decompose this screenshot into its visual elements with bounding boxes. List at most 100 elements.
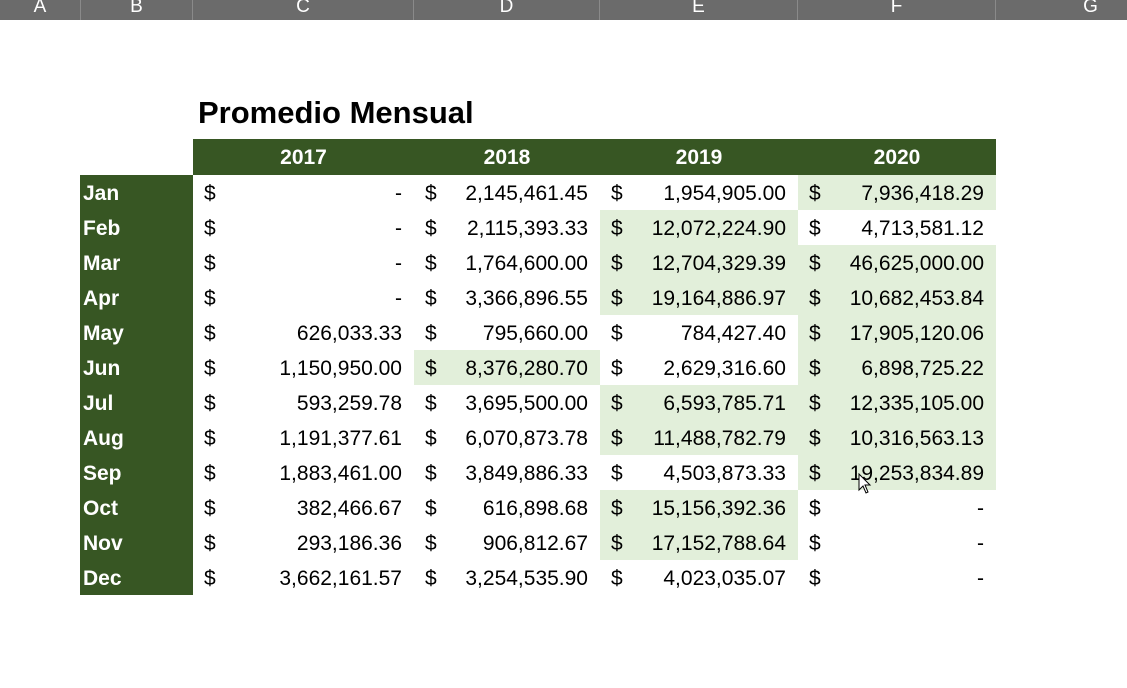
column-header-g[interactable]: G	[1083, 0, 1098, 17]
currency-symbol: $	[425, 497, 437, 520]
value-cell-2019[interactable]: $4,023,035.07	[600, 560, 798, 595]
amount-value: 1,764,600.00	[465, 252, 588, 275]
column-header-c[interactable]: C	[193, 0, 414, 20]
value-cell-2020[interactable]: $17,905,120.06	[798, 315, 996, 350]
value-cell-2019[interactable]: $12,072,224.90	[600, 210, 798, 245]
month-label[interactable]: Aug	[80, 420, 193, 455]
currency-symbol: $	[809, 392, 821, 415]
value-cell-2019[interactable]: $17,152,788.64	[600, 525, 798, 560]
currency-symbol: $	[809, 357, 821, 380]
currency-symbol: $	[809, 287, 821, 310]
value-cell-2017[interactable]: $1,883,461.00	[193, 455, 414, 490]
amount-value: 12,704,329.39	[651, 252, 786, 275]
column-header-b[interactable]: B	[81, 0, 193, 20]
month-label[interactable]: Jun	[80, 350, 193, 385]
amount-value: 3,849,886.33	[465, 462, 588, 485]
value-cell-2020[interactable]: $10,682,453.84	[798, 280, 996, 315]
value-cell-2020[interactable]: $10,316,563.13	[798, 420, 996, 455]
column-header-e[interactable]: E	[600, 0, 798, 20]
value-cell-2019[interactable]: $11,488,782.79	[600, 420, 798, 455]
value-cell-2018[interactable]: $3,695,500.00	[414, 385, 600, 420]
value-cell-2019[interactable]: $2,629,316.60	[600, 350, 798, 385]
amount-value: 6,593,785.71	[663, 392, 786, 415]
currency-symbol: $	[204, 427, 216, 450]
value-cell-2020[interactable]: $ -	[798, 525, 996, 560]
amount-value: 2,145,461.45	[465, 182, 588, 205]
value-cell-2017[interactable]: $382,466.67	[193, 490, 414, 525]
value-cell-2018[interactable]: $616,898.68	[414, 490, 600, 525]
value-cell-2017[interactable]: $ -	[193, 175, 414, 210]
value-cell-2018[interactable]: $906,812.67	[414, 525, 600, 560]
currency-symbol: $	[204, 322, 216, 345]
amount-value: 12,072,224.90	[651, 217, 786, 240]
currency-symbol: $	[204, 252, 216, 275]
value-cell-2020[interactable]: $6,898,725.22	[798, 350, 996, 385]
value-cell-2018[interactable]: $1,764,600.00	[414, 245, 600, 280]
currency-symbol: $	[611, 532, 623, 555]
year-header-2020[interactable]: 2020	[873, 146, 921, 169]
value-cell-2020[interactable]: $12,335,105.00	[798, 385, 996, 420]
value-cell-2017[interactable]: $ -	[193, 280, 414, 315]
column-header-d[interactable]: D	[414, 0, 600, 20]
value-cell-2020[interactable]: $46,625,000.00	[798, 245, 996, 280]
currency-symbol: $	[425, 182, 437, 205]
value-cell-2019[interactable]: $12,704,329.39	[600, 245, 798, 280]
value-cell-2018[interactable]: $795,660.00	[414, 315, 600, 350]
currency-symbol: $	[425, 567, 437, 590]
value-cell-2018[interactable]: $3,254,535.90	[414, 560, 600, 595]
month-label[interactable]: Mar	[80, 245, 193, 280]
year-header-row: 2017 2018 2019 2020	[193, 139, 996, 175]
month-label[interactable]: Sep	[80, 455, 193, 490]
amount-value: 1,883,461.00	[279, 462, 402, 485]
year-header-2017[interactable]: 2017	[280, 146, 327, 169]
month-label[interactable]: Feb	[80, 210, 193, 245]
year-header-2019[interactable]: 2019	[675, 146, 723, 169]
value-cell-2020[interactable]: $ -	[798, 560, 996, 595]
month-label[interactable]: Jul	[80, 385, 193, 420]
value-cell-2018[interactable]: $2,115,393.33	[414, 210, 600, 245]
value-cell-2018[interactable]: $3,849,886.33	[414, 455, 600, 490]
value-cell-2017[interactable]: $293,186.36	[193, 525, 414, 560]
value-cell-2020[interactable]: $ -	[798, 490, 996, 525]
value-cell-2017[interactable]: $3,662,161.57	[193, 560, 414, 595]
value-cell-2019[interactable]: $19,164,886.97	[600, 280, 798, 315]
month-label[interactable]: Nov	[80, 525, 193, 560]
month-label[interactable]: Jan	[80, 175, 193, 210]
value-cell-2018[interactable]: $8,376,280.70	[414, 350, 600, 385]
month-label[interactable]: Dec	[80, 560, 193, 595]
value-cell-2019[interactable]: $1,954,905.00	[600, 175, 798, 210]
amount-value: 8,376,280.70	[465, 357, 588, 380]
year-header-2018[interactable]: 2018	[483, 146, 531, 169]
month-label[interactable]: Apr	[80, 280, 193, 315]
value-cell-2019[interactable]: $6,593,785.71	[600, 385, 798, 420]
value-cell-2017[interactable]: $1,191,377.61	[193, 420, 414, 455]
value-cell-2018[interactable]: $6,070,873.78	[414, 420, 600, 455]
value-cell-2019[interactable]: $784,427.40	[600, 315, 798, 350]
value-cell-2020[interactable]: $4,713,581.12	[798, 210, 996, 245]
value-cell-2017[interactable]: $ -	[193, 210, 414, 245]
column-header-a[interactable]: A	[0, 0, 81, 20]
value-cell-2019[interactable]: $4,503,873.33	[600, 455, 798, 490]
value-cell-2020[interactable]: $7,936,418.29	[798, 175, 996, 210]
amount-value: 7,936,418.29	[861, 182, 984, 205]
currency-symbol: $	[425, 392, 437, 415]
currency-symbol: $	[204, 392, 216, 415]
currency-symbol: $	[425, 532, 437, 555]
table-row: Mar $ - $1,764,600.00 $12,704,329.39 $46,625,…	[80, 245, 996, 280]
column-header-f[interactable]: F	[798, 0, 996, 20]
month-label[interactable]: May	[80, 315, 193, 350]
amount-value: 2,629,316.60	[663, 357, 786, 380]
value-cell-2019[interactable]: $15,156,392.36	[600, 490, 798, 525]
value-cell-2020[interactable]: $19,253,834.89	[798, 455, 996, 490]
amount-value: 19,253,834.89	[849, 462, 984, 485]
value-cell-2017[interactable]: $593,259.78	[193, 385, 414, 420]
value-cell-2017[interactable]: $1,150,950.00	[193, 350, 414, 385]
month-label[interactable]: Oct	[80, 490, 193, 525]
currency-symbol: $	[809, 462, 821, 485]
value-cell-2018[interactable]: $2,145,461.45	[414, 175, 600, 210]
value-cell-2017[interactable]: $ -	[193, 245, 414, 280]
value-cell-2018[interactable]: $3,366,896.55	[414, 280, 600, 315]
amount-value: 3,662,161.57	[279, 567, 402, 590]
value-cell-2017[interactable]: $626,033.33	[193, 315, 414, 350]
currency-symbol: $	[611, 392, 623, 415]
